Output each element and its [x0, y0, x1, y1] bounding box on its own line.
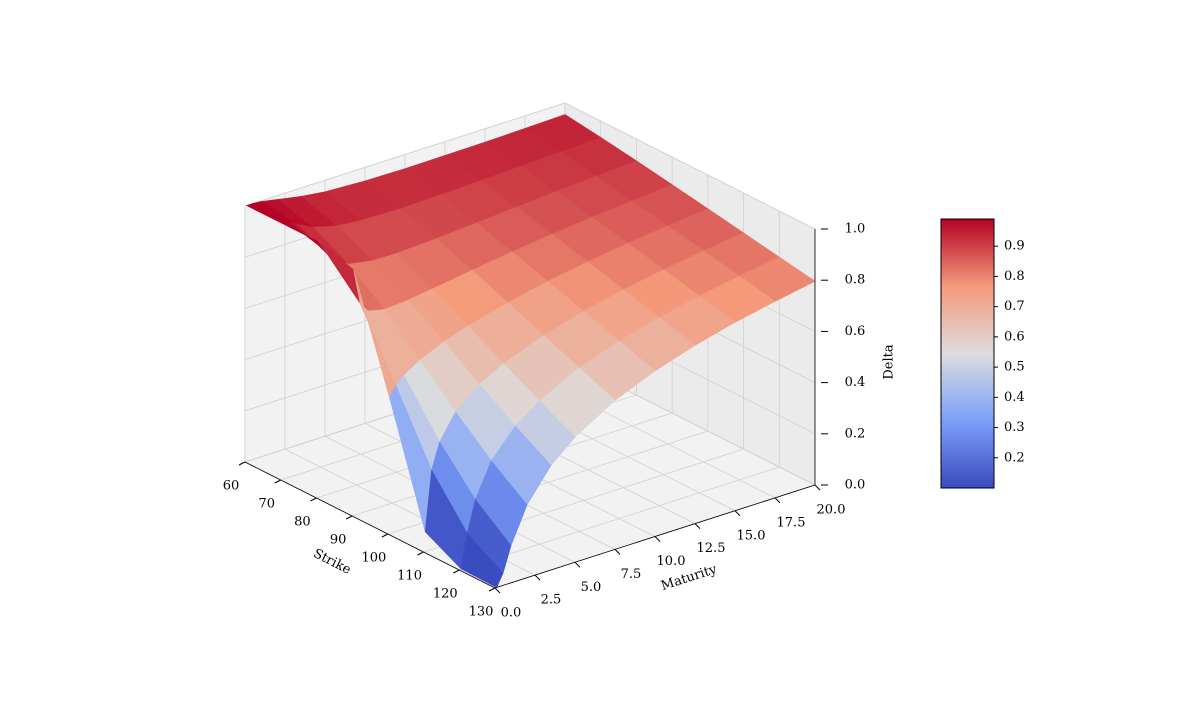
x-tick-label: 0.0 [501, 606, 522, 621]
x-tick [534, 574, 541, 581]
y-tick [310, 497, 317, 502]
y-tick-label: 60 [223, 479, 240, 494]
x-tick [774, 497, 781, 504]
x-tick-label: 20.0 [817, 503, 846, 518]
x-tick-label: 10.0 [657, 554, 686, 569]
x-tick-label: 15.0 [737, 528, 766, 543]
x-tick [694, 523, 701, 529]
x-tick-label: 7.5 [621, 567, 642, 582]
colorbar [940, 218, 995, 489]
y-tick-label: 130 [469, 605, 494, 620]
z-tick-label: 0.2 [845, 426, 866, 441]
y-tick-label: 110 [397, 569, 422, 584]
colorbar-tick-label: 0.9 [1004, 239, 1025, 254]
x-tick [654, 536, 661, 542]
axis-line [244, 461, 496, 589]
x-tick [614, 549, 621, 555]
y-tick [381, 533, 389, 538]
axis-line [494, 484, 816, 589]
z-tick-label: 1.0 [845, 222, 866, 237]
x-tick [574, 561, 581, 568]
grid-line [564, 102, 816, 230]
colorbar-tick-label: 0.3 [1004, 420, 1025, 435]
y-tick [488, 587, 496, 592]
colorbar-tick-label: 0.4 [1004, 390, 1025, 405]
y-tick [345, 515, 353, 520]
z-tick-label: 0.4 [845, 375, 866, 390]
x-tick [734, 510, 741, 517]
y-tick [274, 479, 281, 484]
x-tick-label: 17.5 [777, 515, 806, 530]
z-tick-label: 0.8 [845, 273, 866, 288]
colorbar-tick-label: 0.7 [1004, 299, 1025, 314]
surface-face [460, 533, 504, 588]
y-tick-label: 90 [330, 533, 347, 548]
grid-line [459, 466, 780, 571]
x-tick [494, 587, 501, 594]
x-tick-label: 5.0 [581, 580, 602, 595]
y-tick-label: 100 [361, 551, 386, 566]
z-tick-label: 0.6 [845, 324, 866, 339]
colorbar-tick-label: 0.5 [1004, 360, 1025, 375]
y-tick [238, 461, 246, 466]
y-tick [417, 551, 424, 556]
axes: 0.0 2.5 5.0 7.5 10.0 12.5 15.0 17.5 20.0 60 70 80 90… [223, 222, 866, 621]
surface [246, 114, 816, 588]
x-tick-label: 2.5 [541, 593, 562, 608]
y-axis-label: Strike [311, 546, 354, 578]
colorbar-tick-label: 0.6 [1004, 329, 1025, 344]
grid-line [244, 102, 566, 207]
x-tick-label: 12.5 [697, 541, 726, 556]
y-tick-label: 80 [294, 515, 311, 530]
colorbar-ticks: 0.2 0.3 0.4 0.5 0.6 0.7 0.8 0.9 [994, 239, 1025, 465]
colorbar-tick-label: 0.2 [1004, 450, 1025, 465]
y-tick-label: 120 [433, 587, 458, 602]
y-tick-label: 70 [258, 497, 275, 512]
colorbar-tick-label: 0.8 [1004, 269, 1025, 284]
x-tick [814, 484, 821, 491]
z-tick-label: 0.0 [845, 478, 866, 493]
y-tick [453, 569, 460, 574]
z-axis-label: Delta [882, 344, 897, 379]
